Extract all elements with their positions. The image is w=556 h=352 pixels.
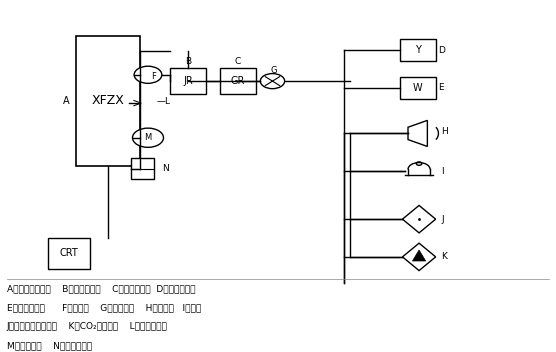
Bar xyxy=(48,238,90,269)
Circle shape xyxy=(132,128,163,147)
Text: G: G xyxy=(270,65,277,75)
Bar xyxy=(400,39,436,61)
Text: M、消防水泵    N、防火卷帘门: M、消防水泵 N、防火卷帘门 xyxy=(7,341,92,350)
Text: A: A xyxy=(63,96,70,106)
Polygon shape xyxy=(413,250,426,261)
Text: E、感温探测器      F、通风口    G、消防广播    H、扬声器   I、电话: E、感温探测器 F、通风口 G、消防广播 H、扬声器 I、电话 xyxy=(7,303,201,312)
Bar xyxy=(131,158,153,179)
Polygon shape xyxy=(403,243,436,271)
Text: I: I xyxy=(441,166,444,176)
Text: GR: GR xyxy=(231,76,245,86)
Text: M: M xyxy=(145,133,152,142)
Text: XFZX: XFZX xyxy=(91,94,125,107)
Text: >: > xyxy=(132,97,142,110)
Bar xyxy=(76,36,140,166)
Text: —L: —L xyxy=(156,97,170,106)
Text: E: E xyxy=(438,83,444,93)
Circle shape xyxy=(134,66,162,83)
Text: J、自动喷水灭火系统    K、CO₂灭火系统    L、疏散指示灯: J、自动喷水灭火系统 K、CO₂灭火系统 L、疏散指示灯 xyxy=(7,322,168,331)
Polygon shape xyxy=(403,206,436,233)
Text: F: F xyxy=(151,72,156,81)
Text: W: W xyxy=(413,83,423,93)
Text: A、消防控制中心    B、报警控制器    C、楼层显示器  D、感烟探测器: A、消防控制中心 B、报警控制器 C、楼层显示器 D、感烟探测器 xyxy=(7,284,195,293)
Text: Y: Y xyxy=(415,45,421,55)
Text: N: N xyxy=(162,164,168,173)
Text: CRT: CRT xyxy=(60,249,78,258)
Bar xyxy=(400,77,436,99)
Text: J: J xyxy=(441,215,444,224)
Text: K: K xyxy=(441,252,447,262)
Polygon shape xyxy=(408,120,428,146)
Circle shape xyxy=(260,74,285,89)
Text: B: B xyxy=(185,57,191,66)
Bar xyxy=(170,68,206,94)
Text: JR: JR xyxy=(183,76,193,86)
Text: D: D xyxy=(438,46,445,55)
Text: H: H xyxy=(441,127,448,136)
Text: C: C xyxy=(235,57,241,66)
Bar xyxy=(220,68,256,94)
